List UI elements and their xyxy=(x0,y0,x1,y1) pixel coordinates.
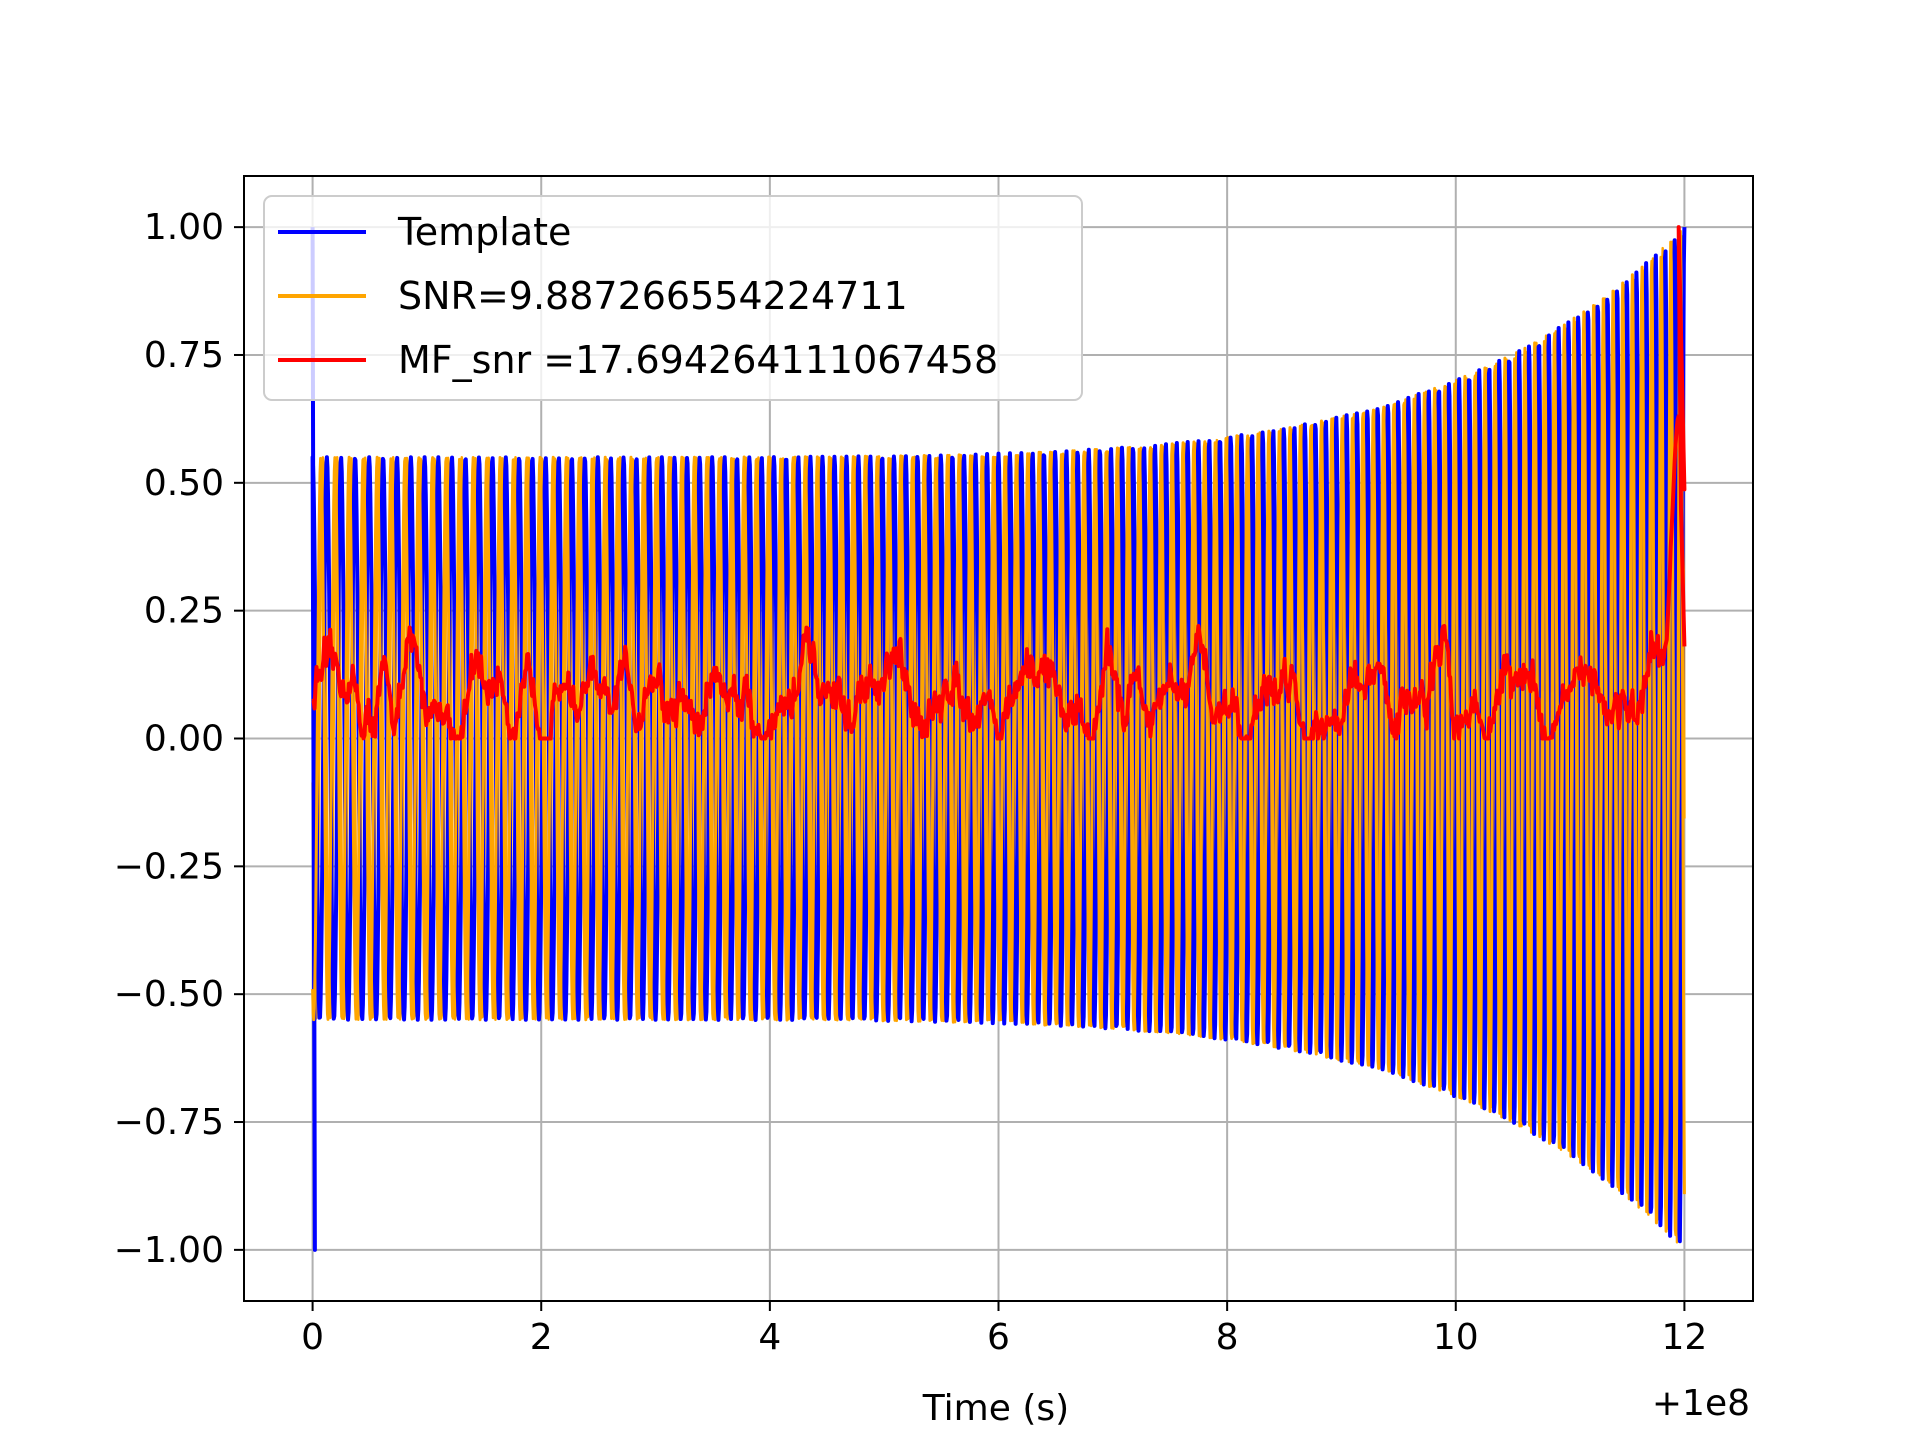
x-tick-label: 2 xyxy=(530,1317,553,1358)
x-tick-label: 10 xyxy=(1433,1317,1479,1358)
x-tick-label: 8 xyxy=(1216,1317,1239,1358)
series-line-mf-snr xyxy=(311,225,1687,741)
y-tick-label: −0.75 xyxy=(114,1102,224,1143)
y-tick-label: 0.75 xyxy=(144,335,224,376)
x-tick-label: 0 xyxy=(301,1317,324,1358)
series-layer xyxy=(310,225,1687,1252)
legend-label: MF_snr =17.694264111067458 xyxy=(398,338,998,382)
y-tick-label: −0.25 xyxy=(114,846,224,887)
series-line-template xyxy=(310,227,1687,1252)
x-axis-ticks: 0 2 4 6 8 10 12 xyxy=(301,1301,1707,1358)
y-axis-ticks: 1.00 0.75 0.50 0.25 0.00 −0.25 −0.50 −0.75 −1.00 xyxy=(114,207,244,1271)
y-tick-label: 0.00 xyxy=(144,719,224,760)
y-tick-label: −0.50 xyxy=(114,974,224,1015)
x-offset-label: +1e8 xyxy=(1652,1383,1750,1424)
legend-box xyxy=(263,195,1083,401)
y-tick-label: 1.00 xyxy=(144,207,224,248)
series-line-snr-overlay xyxy=(311,229,1686,1237)
x-tick-label: 6 xyxy=(987,1317,1010,1358)
legend: Template SNR=9.887266554224711 MF_snr =17.… xyxy=(263,195,1083,401)
legend-label: Template xyxy=(397,210,571,254)
x-tick-label: 12 xyxy=(1662,1317,1708,1358)
y-tick-label: −1.00 xyxy=(114,1230,224,1271)
legend-label: SNR=9.887266554224711 xyxy=(398,274,908,318)
x-tick-label: 4 xyxy=(758,1317,781,1358)
x-axis-label: Time (s) xyxy=(922,1388,1069,1429)
y-tick-label: 0.50 xyxy=(144,463,224,504)
y-tick-label: 0.25 xyxy=(144,591,224,632)
